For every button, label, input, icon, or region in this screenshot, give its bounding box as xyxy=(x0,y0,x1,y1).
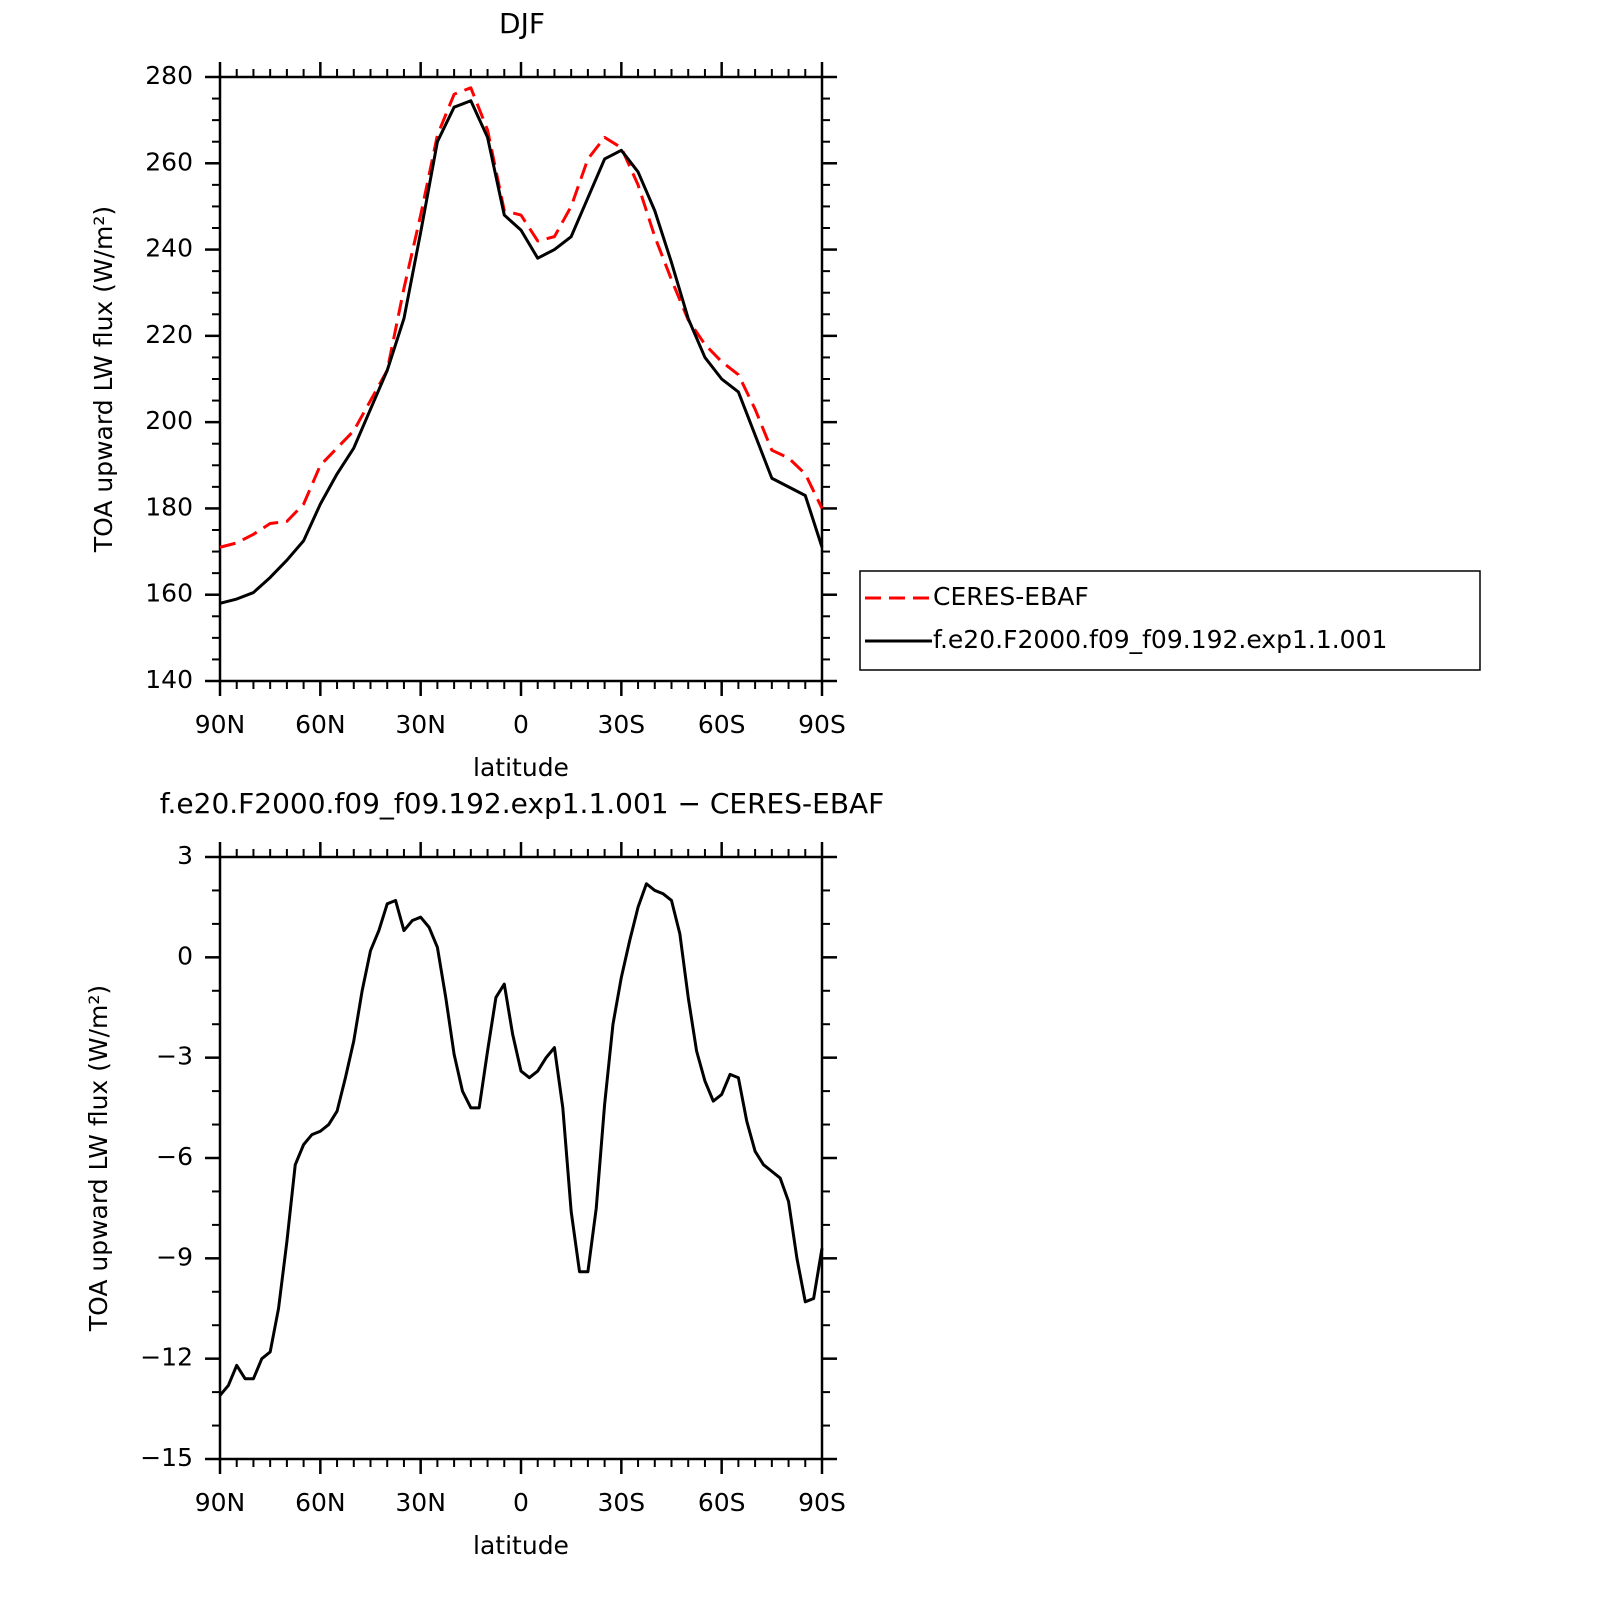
y-tick-label: −15 xyxy=(140,1443,193,1472)
x-tick-label: 90N xyxy=(195,1488,246,1517)
y-tick-label: −6 xyxy=(156,1142,193,1171)
x-tick-label: 90S xyxy=(798,1488,846,1517)
x-tick-label: 60S xyxy=(698,1488,746,1517)
y-tick-label: 220 xyxy=(145,320,193,349)
y-tick-label: 200 xyxy=(145,406,193,435)
legend-label: CERES-EBAF xyxy=(933,582,1089,611)
y-tick-label: −3 xyxy=(156,1042,193,1071)
y-tick-label: 0 xyxy=(177,941,193,970)
y-tick-label: 240 xyxy=(145,234,193,263)
data-line xyxy=(219,99,824,605)
y-tick-label: 280 xyxy=(145,61,193,90)
x-tick-label: 30N xyxy=(395,710,446,739)
y-axis-label: TOA upward LW flux (W/m²) xyxy=(84,985,113,1332)
x-tick-label: 60N xyxy=(295,710,346,739)
legend-box xyxy=(859,570,1481,671)
y-tick-label: 3 xyxy=(177,841,193,870)
legend-label: f.e20.F2000.f09_f09.192.exp1.1.001 xyxy=(933,625,1387,654)
chart-title: f.e20.F2000.f09_f09.192.exp1.1.001 − CER… xyxy=(160,787,885,820)
y-tick-label: −9 xyxy=(156,1242,193,1271)
plot-frame xyxy=(218,75,824,683)
x-tick-label: 60S xyxy=(698,710,746,739)
data-line xyxy=(218,882,824,1397)
chart-title: DJF xyxy=(499,7,545,40)
x-tick-label: 90S xyxy=(798,710,846,739)
x-tick-label: 30N xyxy=(395,1488,446,1517)
plot-frame xyxy=(218,855,824,1461)
x-tick-label: 30S xyxy=(597,1488,645,1517)
y-tick-label: 140 xyxy=(145,665,193,694)
x-tick-label: 90N xyxy=(195,710,246,739)
y-tick-label: 160 xyxy=(145,579,193,608)
x-axis-label: latitude xyxy=(473,1531,569,1560)
x-tick-label: 30S xyxy=(597,710,645,739)
y-tick-label: 260 xyxy=(145,147,193,176)
x-tick-label: 0 xyxy=(513,1488,529,1517)
x-tick-label: 60N xyxy=(295,1488,346,1517)
y-tick-label: 180 xyxy=(145,492,193,521)
x-axis-label: latitude xyxy=(473,753,569,782)
y-axis-label: TOA upward LW flux (W/m²) xyxy=(89,206,118,553)
data-line xyxy=(219,86,824,549)
y-tick-label: −12 xyxy=(140,1343,193,1372)
x-tick-label: 0 xyxy=(513,710,529,739)
